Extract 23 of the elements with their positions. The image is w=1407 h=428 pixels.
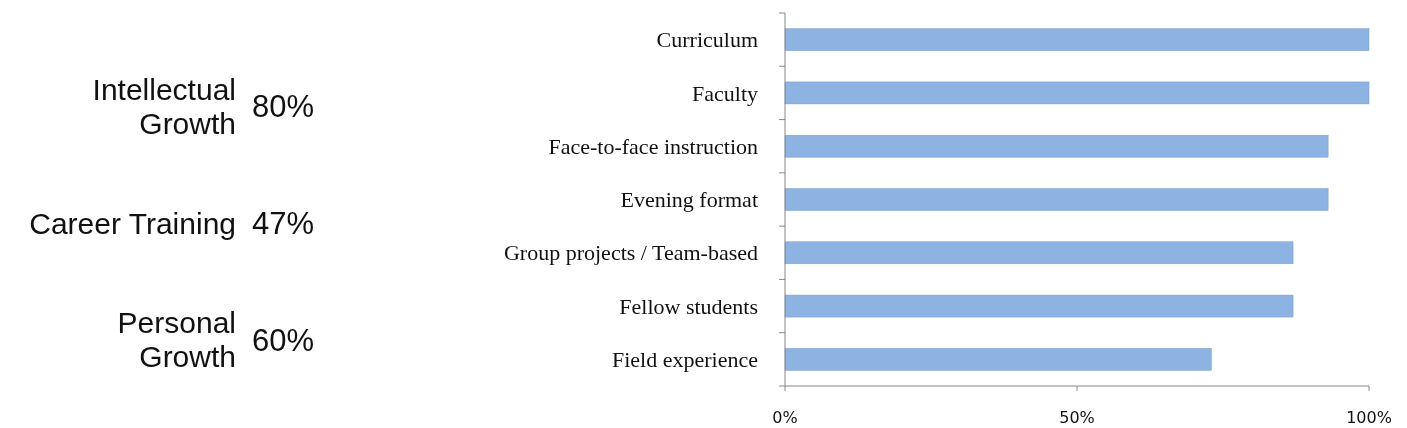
data-label: 80% <box>252 89 315 125</box>
x-tick-label: 50% <box>1059 408 1095 427</box>
bar <box>784 134 1329 158</box>
y-tick-label: Curriculum <box>656 27 758 53</box>
bar <box>784 28 1370 51</box>
y-tick-label: Field experience <box>612 347 758 373</box>
category-label: Career Training <box>29 206 236 240</box>
y-tick-label: Faculty <box>692 80 758 106</box>
y-tick-label: Evening format <box>620 187 758 213</box>
bar <box>784 81 1370 105</box>
x-tick-label: 0% <box>772 408 798 427</box>
category-label: Intellectual Growth <box>92 72 236 140</box>
y-tick-label: Fellow students <box>619 293 758 319</box>
bar <box>784 294 1294 318</box>
x-tick-label: 100% <box>1346 408 1392 427</box>
data-label: 47% <box>252 205 315 241</box>
bar <box>784 241 1294 265</box>
bar <box>784 348 1212 371</box>
y-tick-label: Group projects / Team-based <box>503 240 758 266</box>
bar <box>784 188 1329 211</box>
data-label: 60% <box>252 322 315 358</box>
y-tick-label: Face-to-face instruction <box>548 133 758 159</box>
category-label: Personal Growth <box>117 306 236 374</box>
